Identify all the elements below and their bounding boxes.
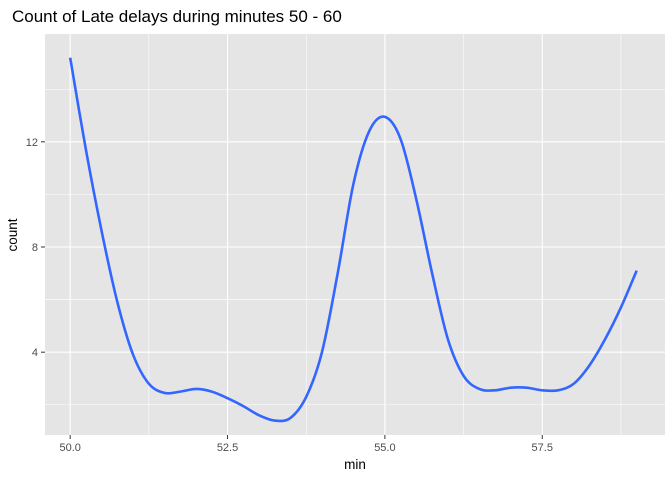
chart-title: Count of Late delays during minutes 50 -… [12,7,342,26]
y-tick-label: 8 [32,242,38,254]
x-axis-ticks: 50.0 52.5 55.0 57.5 [59,435,553,454]
y-axis-title: count [5,218,20,251]
y-tick-label: 12 [26,137,38,149]
x-tick-label: 57.5 [532,442,553,454]
series-layer [68,57,638,423]
series-line [68,57,638,423]
y-tick-label: 4 [32,347,38,359]
x-tick-label: 52.5 [217,442,238,454]
x-tick-label: 50.0 [59,442,80,454]
grid-major [45,34,665,435]
grid-minor [45,34,665,435]
y-axis-ticks: 4 8 12 [26,137,45,359]
x-tick-label: 55.0 [374,442,395,454]
x-axis-title: min [344,457,366,472]
plot-panel [45,34,665,435]
